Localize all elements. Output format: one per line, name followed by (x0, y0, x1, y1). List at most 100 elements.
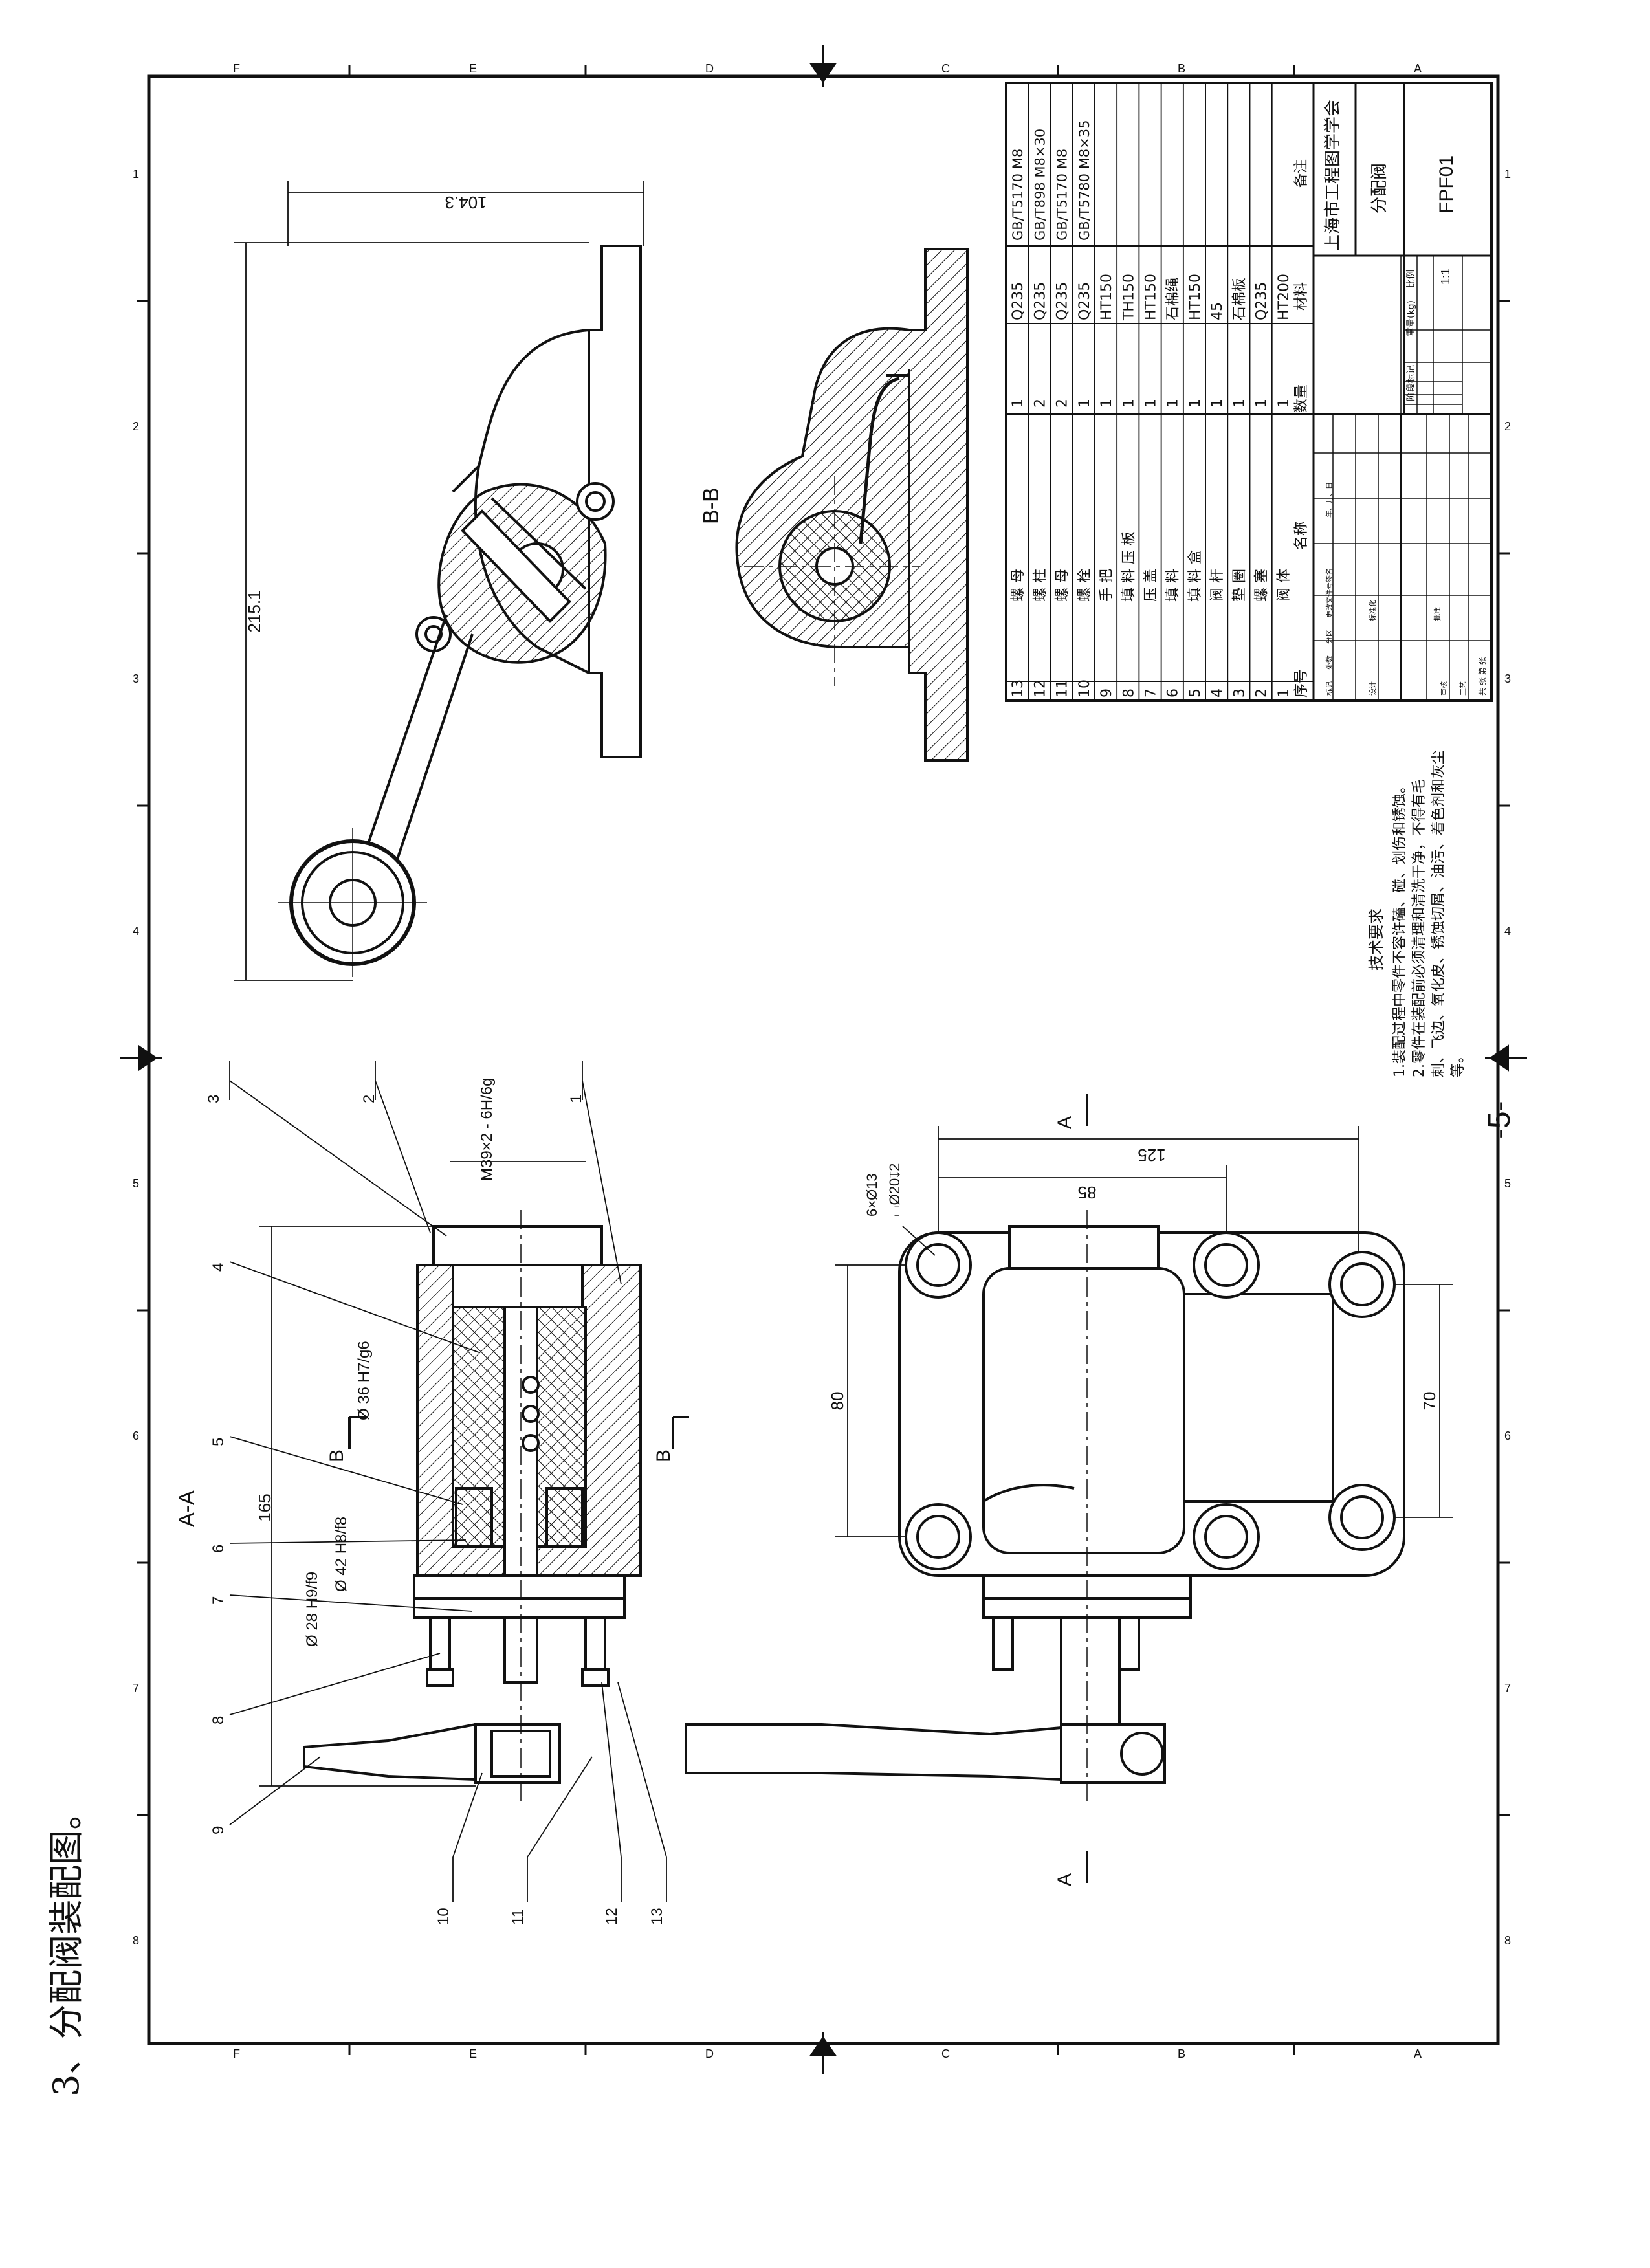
bom-header: 序号 名称 数量 材料 备注 (1293, 159, 1310, 698)
aa-section-view (303, 1225, 642, 1784)
tb-rev-label: 分区 (1325, 630, 1334, 644)
tb-sign-col-label: 批准 (1433, 607, 1442, 621)
tb-rev-label: 处数 (1325, 655, 1334, 670)
bom-cell-material: 石棉绳 (1165, 278, 1182, 320)
dim-counterbore: ⌴Ø20↧2 (886, 1163, 903, 1217)
bom-cell-qty: 2 (1032, 399, 1048, 408)
bom-cell-no: 12 (1032, 679, 1048, 698)
dim-fit-42: Ø 42 H8/f8 (333, 1517, 350, 1592)
bom-cell-no: 9 (1099, 688, 1115, 698)
tb-weight-label: 重量(kg) (1406, 300, 1416, 336)
bom-cell-material: 石棉板 (1231, 278, 1248, 320)
front-dimensions (835, 1126, 1453, 1537)
svg-text:5: 5 (210, 1438, 227, 1446)
svg-text:A: A (1414, 62, 1422, 75)
bom-rows (1028, 83, 1273, 701)
front-view (685, 1225, 1405, 1784)
svg-text:B: B (1178, 62, 1185, 75)
dim-fit-36: Ø 36 H7/g6 (355, 1341, 373, 1420)
dim-165: 165 (255, 1493, 274, 1521)
svg-text:F: F (233, 62, 240, 75)
svg-text:7: 7 (210, 1596, 227, 1605)
svg-text:6: 6 (1504, 1429, 1511, 1442)
bom-cell-no: 7 (1143, 688, 1160, 698)
svg-text:F: F (233, 2047, 240, 2060)
bb-section-view (735, 248, 969, 762)
svg-text:1.装配过程中零件不容许磕、碰、划伤和锈蚀。: 1.装配过程中零件不容许磕、碰、划伤和锈蚀。 (1392, 779, 1408, 1077)
bom-cell-name: 螺 柱 (1032, 569, 1048, 602)
svg-text:10: 10 (435, 1908, 452, 1925)
bom-cell-no: 6 (1165, 688, 1182, 698)
section-b-marks (348, 1416, 689, 1449)
svg-text:序号: 序号 (1293, 669, 1310, 698)
bom-cell-remark: GB/T5170 M8 (1055, 149, 1070, 241)
top-view-dimensions (234, 181, 644, 981)
zone-numbers-right: 1 2 3 4 5 6 7 8 (1504, 168, 1511, 1947)
bom-cell-material: Q235 (1077, 282, 1093, 320)
svg-text:数量: 数量 (1293, 384, 1310, 413)
svg-text:D: D (705, 2047, 714, 2060)
bom-cell-material: HT200 (1276, 274, 1292, 320)
svg-text:等。: 等。 (1450, 1049, 1466, 1077)
svg-text:D: D (705, 62, 714, 75)
svg-text:6: 6 (133, 1429, 139, 1442)
bom-cell-material: Q235 (1254, 282, 1270, 320)
page-caption: 3、分配阀装配图。 (46, 1794, 87, 2097)
svg-text:1: 1 (133, 168, 139, 181)
bom-cell-name: 垫 圈 (1231, 569, 1248, 602)
dim-holes: 6×Ø13 (864, 1173, 880, 1217)
tb-drawing-name: 分配阀 (1370, 163, 1389, 214)
tb-sign-row-label: 工艺 (1459, 681, 1468, 696)
tb-company: 上海市工程图学学会 (1323, 100, 1343, 251)
bom-cell-material: HT150 (1187, 274, 1204, 320)
dim-215-1: 215.1 (245, 590, 264, 632)
bom-cell-name: 阀 杆 (1209, 569, 1226, 602)
section-a-top: A (1054, 1116, 1075, 1129)
bom-cell-qty: 1 (1276, 399, 1292, 408)
bom-cell-name: 阀 体 (1276, 569, 1292, 602)
tb-scale: 1:1 (1439, 269, 1452, 285)
bom-cell-name: 螺 栓 (1077, 569, 1093, 602)
bom-table (1005, 82, 1493, 702)
svg-text:材料: 材料 (1293, 282, 1310, 311)
tb-sign-row-label: 审核 (1439, 681, 1448, 696)
bom-cell-no: 11 (1055, 679, 1071, 698)
svg-text:C: C (941, 2047, 950, 2060)
bom-cell-material: 45 (1209, 302, 1226, 320)
bom-cell-name: 压 盖 (1143, 569, 1160, 602)
tb-sign-row-label: 设计 (1369, 681, 1377, 696)
dim-70: 70 (1420, 1392, 1439, 1411)
bom-cell-no: 2 (1254, 688, 1270, 698)
dim-80: 80 (828, 1392, 847, 1411)
svg-text:2: 2 (1504, 420, 1511, 433)
bom-cell-no: 5 (1187, 688, 1204, 698)
bom-cell-qty: 1 (1010, 399, 1026, 408)
svg-text:7: 7 (1504, 1682, 1511, 1695)
bom-cell-name: 螺 塞 (1254, 569, 1270, 602)
svg-text:12: 12 (603, 1908, 621, 1925)
zone-numbers-left: 1 2 3 4 5 6 7 8 (133, 168, 139, 1947)
svg-text:8: 8 (210, 1716, 227, 1724)
tb-sheet-note: 共 张 第 张 (1478, 657, 1487, 696)
svg-text:8: 8 (1504, 1934, 1511, 1947)
svg-text:2.零件在装配前必须清理和清洗干净，不得有毛: 2.零件在装配前必须清理和清洗干净，不得有毛 (1411, 779, 1427, 1077)
bom-cell-remark: GB/T898 M8×30 (1032, 129, 1048, 241)
aa-label: A-A (175, 1490, 199, 1527)
svg-text:1: 1 (567, 1095, 585, 1103)
svg-text:4: 4 (210, 1263, 227, 1272)
svg-text:4: 4 (133, 925, 139, 938)
tb-rev-label: 年、月、日 (1325, 482, 1334, 518)
bom-cell-name: 填 料 盒 (1187, 550, 1204, 602)
section-b-top: B (326, 1449, 347, 1462)
section-b-bottom: B (653, 1449, 674, 1462)
bom-cell-qty: 1 (1143, 399, 1160, 408)
bb-label: B-B (699, 487, 723, 524)
bom-cell-qty: 1 (1231, 399, 1248, 408)
tb-signature-labels: 设计 审核 工艺 标准化 批准 (1368, 600, 1468, 696)
svg-text:A: A (1414, 2047, 1422, 2060)
svg-text:3: 3 (1504, 672, 1511, 685)
